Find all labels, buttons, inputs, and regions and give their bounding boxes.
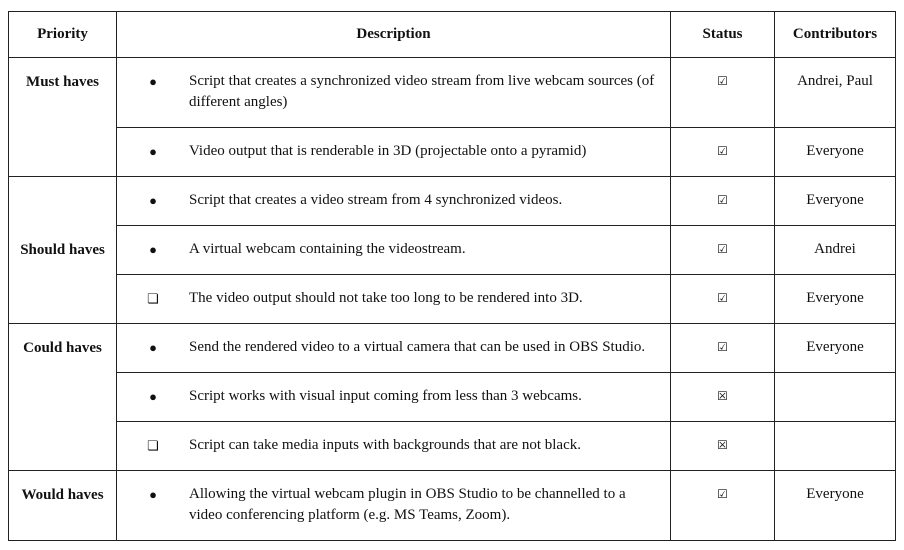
description-text: Script can take media inputs with backgr… bbox=[189, 437, 581, 453]
header-priority: Priority bbox=[8, 11, 117, 58]
filled-bullet-icon: ● bbox=[149, 242, 157, 257]
description-cell: ❏ Script can take media inputs with back… bbox=[116, 421, 671, 471]
contributors-cell bbox=[774, 372, 896, 422]
filled-bullet-icon: ● bbox=[149, 193, 157, 208]
description-cell: ● A virtual webcam containing the videos… bbox=[116, 225, 671, 275]
checked-box-icon: ☑ bbox=[670, 176, 775, 226]
contributors-cell: Everyone bbox=[774, 274, 896, 324]
table-row: ● A virtual webcam containing the videos… bbox=[9, 225, 896, 275]
priority-must-haves: Must haves bbox=[8, 57, 117, 177]
description-text: Script that creates a synchronized video… bbox=[189, 73, 655, 110]
contributors-cell: Everyone bbox=[774, 127, 896, 177]
crossed-box-icon: ☒ bbox=[670, 421, 775, 471]
checked-box-icon: ☑ bbox=[670, 470, 775, 541]
header-contributors: Contributors bbox=[774, 11, 896, 58]
contributors-cell: Andrei bbox=[774, 225, 896, 275]
box-bullet-icon: ❏ bbox=[147, 291, 159, 306]
table-row: ● Video output that is renderable in 3D … bbox=[9, 127, 896, 177]
checked-box-icon: ☑ bbox=[670, 225, 775, 275]
priority-would-haves: Would haves bbox=[8, 470, 117, 541]
priority-should-haves: Should haves bbox=[8, 176, 117, 324]
table-row: Should haves ● Script that creates a vid… bbox=[8, 176, 896, 324]
filled-bullet-icon: ● bbox=[149, 389, 157, 404]
filled-bullet-icon: ● bbox=[149, 340, 157, 355]
contributors-cell: Everyone bbox=[774, 470, 896, 541]
contributors-cell bbox=[774, 421, 896, 471]
checked-box-icon: ☑ bbox=[670, 57, 775, 128]
table-row: Must haves ● Script that creates a synch… bbox=[8, 57, 896, 177]
contributors-cell: Andrei, Paul bbox=[774, 57, 896, 128]
filled-bullet-icon: ● bbox=[149, 74, 157, 89]
description-cell: ● Script that creates a synchronized vid… bbox=[116, 57, 671, 128]
header-description: Description bbox=[116, 11, 671, 58]
description-cell: ● Script works with visual input coming … bbox=[116, 372, 671, 422]
description-text: Script works with visual input coming fr… bbox=[189, 388, 582, 404]
description-text: Script that creates a video stream from … bbox=[189, 192, 563, 208]
filled-bullet-icon: ● bbox=[149, 144, 157, 159]
contributors-cell: Everyone bbox=[774, 176, 896, 226]
crossed-box-icon: ☒ bbox=[670, 372, 775, 422]
description-cell: ● Script that creates a video stream fro… bbox=[116, 176, 671, 226]
description-cell: ● Video output that is renderable in 3D … bbox=[116, 127, 671, 177]
table-row: ● Script works with visual input coming … bbox=[9, 372, 896, 422]
box-bullet-icon: ❏ bbox=[147, 438, 159, 453]
header-status: Status bbox=[670, 11, 775, 58]
description-cell: ● Allowing the virtual webcam plugin in … bbox=[116, 470, 671, 541]
description-cell: ❏ The video output should not take too l… bbox=[116, 274, 671, 324]
checked-box-icon: ☑ bbox=[670, 127, 775, 177]
contributors-cell: Everyone bbox=[774, 323, 896, 373]
description-text: Allowing the virtual webcam plugin in OB… bbox=[189, 486, 626, 523]
priority-could-haves: Could haves bbox=[8, 323, 117, 471]
checked-box-icon: ☑ bbox=[670, 323, 775, 373]
requirements-table: Priority Description Status Contributors… bbox=[8, 11, 896, 541]
requirements-table-wrapper: Priority Description Status Contributors… bbox=[8, 11, 896, 541]
description-text: Send the rendered video to a virtual cam… bbox=[189, 339, 646, 355]
description-text: The video output should not take too lon… bbox=[189, 290, 583, 306]
table-row: ❏ Script can take media inputs with back… bbox=[9, 421, 896, 471]
filled-bullet-icon: ● bbox=[149, 487, 157, 502]
description-text: Video output that is renderable in 3D (p… bbox=[189, 143, 587, 159]
table-row: ❏ The video output should not take too l… bbox=[9, 274, 896, 324]
description-cell: ● Send the rendered video to a virtual c… bbox=[116, 323, 671, 373]
table-row: Could haves ● Send the rendered video to… bbox=[8, 323, 896, 471]
table-row: Would haves ● Allowing the virtual webca… bbox=[8, 470, 896, 541]
description-text: A virtual webcam containing the videostr… bbox=[189, 241, 466, 257]
header-row: Priority Description Status Contributors bbox=[8, 11, 896, 58]
checked-box-icon: ☑ bbox=[670, 274, 775, 324]
